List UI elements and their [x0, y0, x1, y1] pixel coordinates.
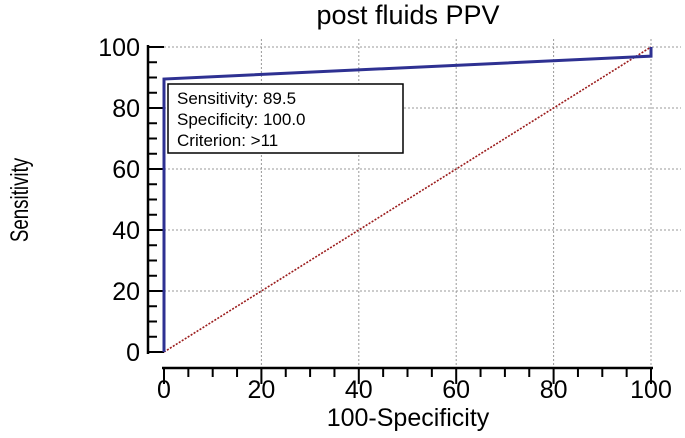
reference-diagonal-line	[163, 46, 652, 353]
series	[162, 46, 653, 353]
y-tick-label: 80	[112, 95, 140, 123]
roc-curve-line	[162, 47, 653, 352]
y-tick-label: 0	[126, 339, 140, 367]
y-tick-label: 100	[98, 34, 140, 62]
x-tick-label: 40	[345, 376, 373, 404]
x-tick-label: 100	[630, 376, 672, 404]
annotation-sensitivity: Sensitivity: 89.5	[177, 89, 296, 108]
x-tick-label: 60	[442, 376, 470, 404]
annotation-specificity: Specificity: 100.0	[177, 110, 306, 129]
y-tick-label: 60	[112, 156, 140, 184]
y-tick-label: 20	[112, 278, 140, 306]
annotation-box: Sensitivity: 89.5 Specificity: 100.0 Cri…	[167, 83, 404, 154]
chart-title: post fluids PPV	[316, 0, 499, 30]
y-tick-label: 40	[112, 217, 140, 245]
axes: 0 20 40 60 80 100 0 20 40 60 80 100	[98, 34, 672, 404]
y-axis-label: Sensitivity	[5, 158, 33, 242]
x-tick-label: 20	[247, 376, 275, 404]
x-tick-label: 80	[540, 376, 568, 404]
x-axis-label: 100-Specificity	[327, 404, 490, 432]
annotation-criterion: Criterion: >11	[177, 131, 278, 150]
x-tick-label: 0	[157, 376, 171, 404]
